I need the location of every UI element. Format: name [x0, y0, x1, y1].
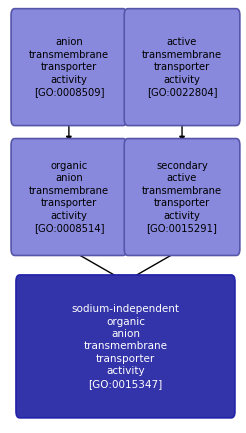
FancyBboxPatch shape — [11, 139, 127, 255]
Text: organic
anion
transmembrane
transporter
activity
[GO:0008514]: organic anion transmembrane transporter … — [29, 161, 109, 233]
Text: anion
transmembrane
transporter
activity
[GO:0008509]: anion transmembrane transporter activity… — [29, 37, 109, 97]
FancyBboxPatch shape — [16, 275, 235, 418]
Text: sodium-independent
organic
anion
transmembrane
transporter
activity
[GO:0015347]: sodium-independent organic anion transme… — [71, 304, 180, 388]
FancyBboxPatch shape — [11, 9, 127, 126]
Text: secondary
active
transmembrane
transporter
activity
[GO:0015291]: secondary active transmembrane transport… — [142, 161, 222, 233]
FancyBboxPatch shape — [124, 139, 240, 255]
FancyBboxPatch shape — [124, 9, 240, 126]
Text: active
transmembrane
transporter
activity
[GO:0022804]: active transmembrane transporter activit… — [142, 37, 222, 97]
